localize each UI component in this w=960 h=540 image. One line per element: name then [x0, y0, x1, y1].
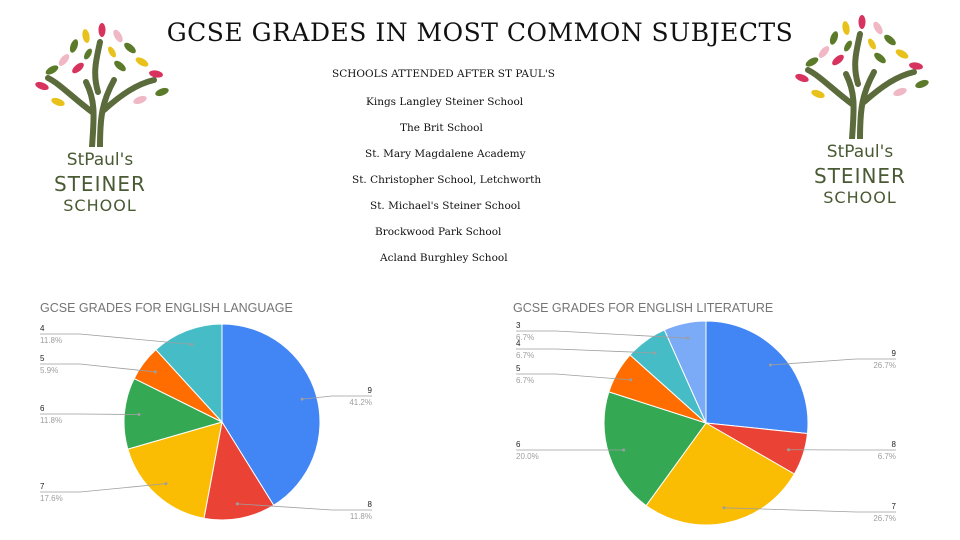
slice-label-grade: 4: [516, 339, 521, 348]
slice-label-grade: 8: [892, 440, 897, 449]
pie-slice-grade-7: [645, 422, 796, 526]
leader-line: [516, 373, 631, 381]
pie-slice-grade-3: [663, 320, 707, 424]
slice-label-grade: 7: [892, 502, 897, 511]
slice-label-percent: 6.7%: [878, 452, 896, 461]
slice-label-percent: 17.6%: [40, 494, 63, 503]
slice-label-percent: 20.0%: [516, 452, 539, 461]
pie-slice-grade-6: [123, 377, 224, 450]
logo-text-line1: StPaul's: [826, 142, 894, 162]
chart-title-english-literature: GCSE GRADES FOR ENGLISH LITERATURE: [513, 301, 774, 315]
slice-label-grade: 6: [40, 404, 45, 413]
slice-label-percent: 26.7%: [873, 361, 896, 370]
leader-line: [237, 503, 372, 511]
school-item: Acland Burghley School: [380, 252, 508, 264]
slice-label-percent: 11.8%: [350, 512, 372, 521]
slice-label-percent: 11.8%: [40, 336, 62, 345]
slice-label-grade: 9: [892, 349, 897, 358]
school-item: St. Christopher School, Letchworth: [352, 174, 542, 186]
slice-label-percent: 6.7%: [516, 333, 534, 342]
leader-line: [40, 483, 167, 493]
chart-title-english-language: GCSE GRADES FOR ENGLISH LANGUAGE: [40, 301, 293, 315]
logo-text-line3: SCHOOL: [63, 196, 137, 215]
slice-label-percent: 6.7%: [516, 351, 534, 360]
slice-label-percent: 11.8%: [40, 416, 62, 425]
pie-chart-english-literature: 926.7%86.7%726.7%620.0%56.7%46.7%36.7%: [516, 320, 897, 526]
leader-line: [516, 348, 655, 354]
pie-slice-grade-9: [705, 320, 809, 435]
slice-label-grade: 4: [40, 324, 45, 333]
pie-slice-grade-9: [221, 323, 321, 506]
pie-chart-english-language: 9 41.2% 8 11.8% 7 17.6% 6 11.8% 5 5.9% 4 11.8%: [40, 323, 373, 521]
leader-dot: [164, 482, 168, 486]
tree-icon: [35, 23, 169, 150]
logo-text-line3: SCHOOL: [823, 188, 897, 207]
slice-label-grade: 7: [40, 482, 45, 491]
leader-line: [302, 395, 372, 400]
logo-text-line2: STEINER: [54, 172, 146, 196]
leader-dot: [722, 506, 726, 510]
slice-label-percent: 5.9%: [40, 366, 58, 375]
slice-label-grade: 5: [516, 364, 521, 373]
slice-label-grade: 9: [368, 386, 373, 395]
schools-heading: SCHOOLS ATTENDED AFTER ST PAUL'S: [332, 68, 555, 80]
leader-line: [724, 507, 896, 513]
school-item: Brockwood Park School: [375, 226, 502, 238]
leader-line: [40, 363, 156, 373]
leader-line: [516, 330, 688, 339]
school-item: St. Michael's Steiner School: [370, 200, 521, 212]
slice-label-percent: 6.7%: [516, 376, 534, 385]
slice-label-grade: 6: [516, 440, 521, 449]
school-item: St. Mary Magdalene Academy: [365, 148, 526, 160]
leader-line: [770, 358, 896, 366]
slice-label-grade: 3: [516, 321, 521, 330]
slice-label-grade: 8: [368, 500, 373, 509]
leader-line: [40, 333, 192, 345]
leader-dot: [786, 448, 790, 452]
pie-slice-grade-7: [127, 421, 223, 519]
page-title: GCSE GRADES IN MOST COMMON SUBJECTS: [166, 18, 794, 47]
slice-label-percent: 41.2%: [349, 398, 372, 407]
leader-line: [40, 413, 140, 415]
pie-slice-grade-6: [603, 391, 707, 507]
leader-dot: [653, 351, 657, 355]
school-item: Kings Langley Steiner School: [366, 96, 524, 108]
pie-slice-grade-4: [155, 323, 223, 424]
slice-label-percent: 26.7%: [873, 514, 896, 523]
school-item: The Brit School: [400, 122, 483, 134]
logo-text-line2: STEINER: [814, 164, 906, 188]
leader-dot: [686, 336, 690, 340]
school-logo-left: StPaul's STEINER SCHOOL: [22, 22, 178, 222]
slice-label-grade: 5: [40, 354, 45, 363]
school-logo-right: StPaul's STEINER SCHOOL: [782, 14, 938, 214]
logo-text-line1: StPaul's: [66, 150, 134, 170]
tree-icon: [795, 15, 929, 142]
